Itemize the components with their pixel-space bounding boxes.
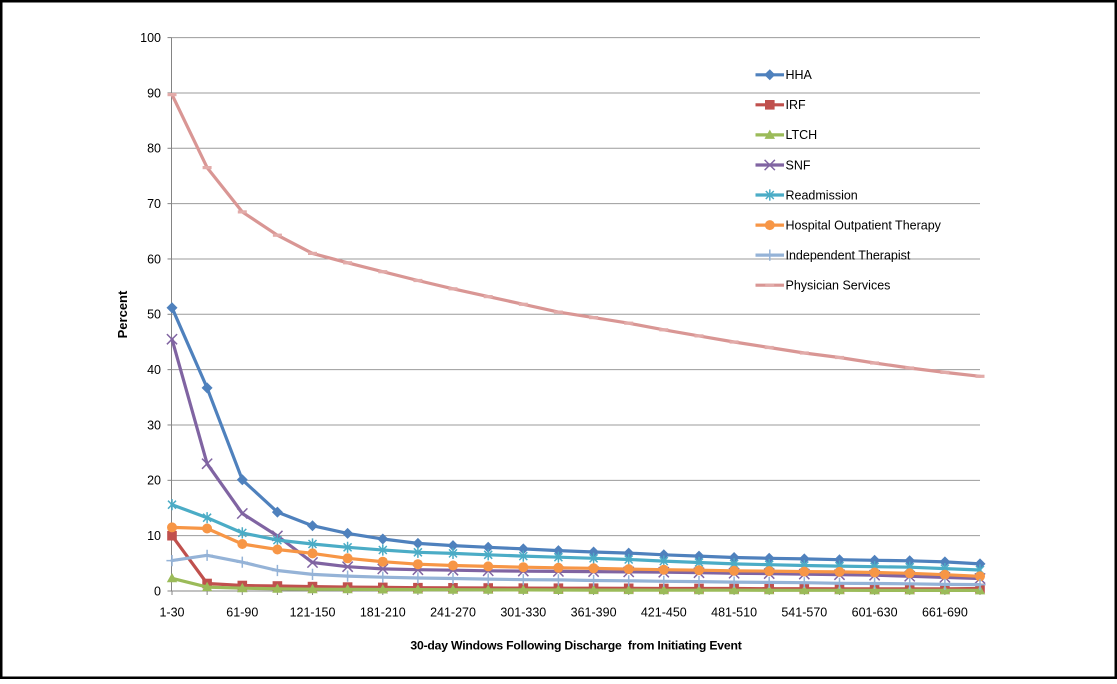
svg-text:Percent: Percent [115,290,130,338]
svg-text:301-330: 301-330 [500,606,546,620]
svg-text:1-30: 1-30 [159,606,184,620]
svg-text:HHA: HHA [786,68,813,82]
svg-text:Physician Services: Physician Services [786,279,891,293]
svg-text:20: 20 [147,474,161,488]
svg-text:Hospital Outpatient Therapy: Hospital Outpatient Therapy [786,218,942,232]
svg-text:40: 40 [147,363,161,377]
svg-text:Independent Therapist: Independent Therapist [786,248,911,262]
svg-text:601-630: 601-630 [852,606,898,620]
svg-text:10: 10 [147,529,161,543]
svg-text:661-690: 661-690 [922,606,968,620]
svg-text:SNF: SNF [786,158,811,172]
svg-text:90: 90 [147,86,161,100]
svg-text:Readmission: Readmission [786,188,858,202]
svg-text:80: 80 [147,142,161,156]
svg-text:121-150: 121-150 [290,606,336,620]
svg-text:181-210: 181-210 [360,606,406,620]
svg-text:481-510: 481-510 [711,606,757,620]
svg-text:60: 60 [147,252,161,266]
svg-text:100: 100 [140,31,161,45]
svg-text:541-570: 541-570 [781,606,827,620]
svg-text:50: 50 [147,308,161,322]
svg-text:LTCH: LTCH [786,128,818,142]
svg-text:241-270: 241-270 [430,606,476,620]
svg-text:30: 30 [147,418,161,432]
svg-text:61-90: 61-90 [226,606,258,620]
svg-text:30-day Windows Following Disch: 30-day Windows Following Discharge from … [410,639,741,653]
svg-text:361-390: 361-390 [571,606,617,620]
svg-text:IRF: IRF [786,98,807,112]
svg-text:70: 70 [147,197,161,211]
svg-text:0: 0 [154,584,161,598]
svg-text:421-450: 421-450 [641,606,687,620]
